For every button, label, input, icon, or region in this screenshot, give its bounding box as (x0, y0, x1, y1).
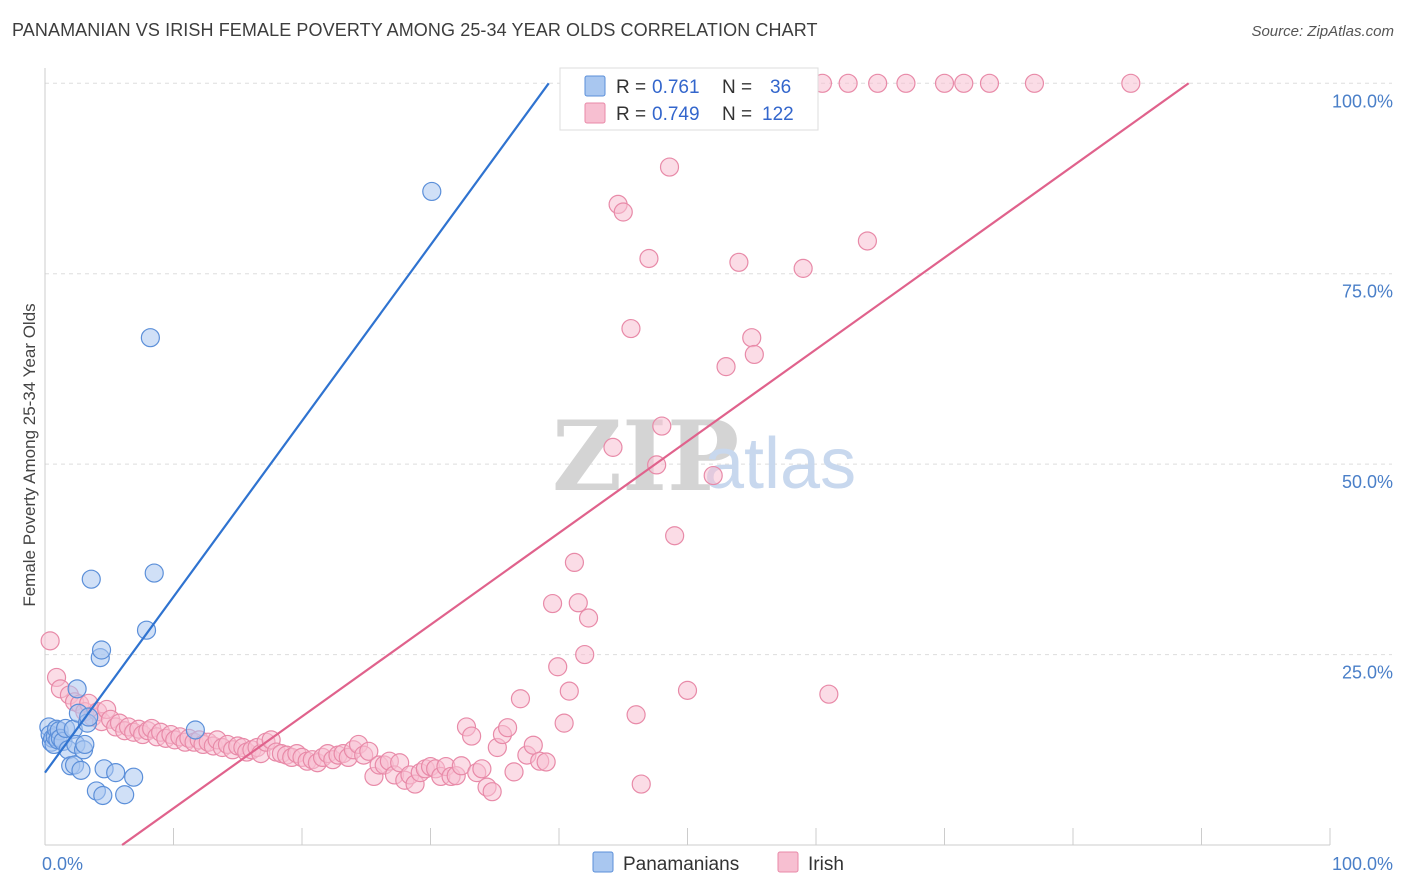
irish-trend-line (121, 82, 1190, 846)
panamanian-point-35 (144, 563, 164, 583)
legend-r-value-0: 0.761 (652, 77, 700, 98)
panamanian-point-34 (140, 328, 160, 348)
panamanian-point-36 (185, 720, 205, 740)
irish-point-125 (819, 684, 839, 704)
irish-point-103 (564, 552, 585, 573)
irish-point-112 (631, 774, 651, 794)
y-tick-label-3: 100.0% (1332, 91, 1393, 111)
irish-point-65 (359, 741, 379, 761)
bottom-legend-swatch-irish (777, 851, 799, 873)
panamanian-point-19 (71, 760, 91, 780)
panamanian-point-23 (79, 707, 99, 727)
legend-n-label-0: N = (722, 77, 752, 98)
irish-point-131 (934, 73, 955, 93)
irish-point-111 (626, 705, 646, 725)
irish-point-109 (613, 202, 633, 222)
irish-point-122 (742, 328, 762, 348)
panamanian-point-37 (422, 181, 442, 202)
irish-point-94 (510, 689, 531, 709)
legend-swatch-panamanians (584, 75, 606, 97)
y-axis-label: Female Poverty Among 25-34 Year Olds (20, 303, 39, 606)
legend-r-value-1: 0.749 (652, 104, 700, 125)
bottom-legend-panamanians: Panamanians (623, 854, 739, 875)
legend-r-label-0: R = (616, 77, 646, 98)
watermark-atlas: atlas (704, 424, 856, 504)
bottom-legend-irish: Irish (808, 854, 844, 875)
irish-point-93 (504, 762, 524, 782)
legend-n-value-0: 36 (770, 77, 791, 98)
panamanian-point-27 (91, 640, 112, 660)
y-tick-label-0: 25.0% (1342, 663, 1393, 683)
tick-labels: 25.0% 50.0% 75.0% 100.0% 0.0% 100.0% (42, 91, 1393, 874)
irish-point-92 (498, 718, 518, 738)
y-tick-label-2: 75.0% (1342, 282, 1393, 302)
irish-point-129 (868, 73, 888, 93)
irish-point-126 (857, 231, 878, 251)
irish-point-110 (621, 318, 641, 339)
irish-point-121 (729, 252, 749, 272)
irish-point-0 (40, 631, 60, 651)
irish-point-85 (462, 726, 482, 746)
irish-point-119 (703, 465, 723, 486)
irish-point-128 (838, 73, 858, 93)
panamanian-point-30 (106, 763, 126, 783)
legend-swatch-irish (584, 102, 606, 124)
irish-point-133 (979, 73, 1000, 93)
irish-point-106 (578, 608, 599, 628)
irish-point-118 (677, 680, 698, 700)
panamanian-point-17 (67, 679, 87, 699)
panamanian-point-28 (93, 785, 113, 806)
x-tick-label-1: 100.0% (1332, 854, 1393, 874)
irish-point-107 (603, 437, 623, 457)
irish-point-89 (482, 782, 502, 802)
chart-source: Source: ZipAtlas.com (1251, 23, 1394, 40)
bottom-legend: Panamanians Irish (592, 851, 844, 875)
watermark: ZIP atlas (552, 400, 856, 513)
panamanian-point-21 (75, 734, 95, 755)
legend-n-value-1: 122 (762, 104, 794, 125)
irish-point-99 (542, 593, 563, 614)
axes (44, 68, 1331, 846)
irish-point-132 (954, 73, 974, 93)
irish-point-116 (659, 157, 680, 177)
irish-point-98 (536, 752, 556, 772)
irish-point-96 (523, 735, 543, 755)
irish-point-71 (390, 753, 410, 773)
irish-point-134 (1024, 73, 1045, 93)
legend-box: R = 0.761 N = 36 R = 0.749 N = 122 (559, 67, 819, 131)
panamanian-points (39, 181, 442, 806)
irish-point-115 (652, 416, 672, 436)
irish-point-87 (472, 759, 492, 779)
legend-n-label-1: N = (722, 104, 752, 125)
panamanian-point-32 (124, 767, 144, 787)
irish-point-120 (716, 357, 736, 377)
legend-r-label-1: R = (616, 104, 646, 125)
irish-point-117 (665, 526, 685, 546)
panamanian-point-31 (115, 785, 135, 805)
trend-lines (44, 82, 1190, 846)
panamanian-point-24 (81, 569, 101, 589)
irish-point-104 (568, 593, 588, 613)
irish-point-100 (548, 657, 568, 677)
x-tick-label-0: 0.0% (42, 854, 83, 874)
chart-title: PANAMANIAN VS IRISH FEMALE POVERTY AMONG… (12, 20, 818, 40)
bottom-legend-swatch-panamanians (592, 851, 614, 873)
irish-points (40, 73, 1141, 802)
irish-point-130 (896, 73, 916, 93)
irish-point-102 (559, 681, 579, 701)
irish-point-113 (639, 248, 659, 269)
panamanian-trend-line (44, 82, 550, 774)
y-tick-label-1: 50.0% (1342, 472, 1393, 492)
irish-point-135 (1121, 73, 1141, 93)
irish-point-124 (793, 258, 813, 278)
irish-point-101 (554, 713, 574, 733)
irish-point-105 (575, 644, 595, 665)
watermark-zip: ZIP (552, 400, 739, 513)
irish-point-123 (744, 344, 764, 365)
